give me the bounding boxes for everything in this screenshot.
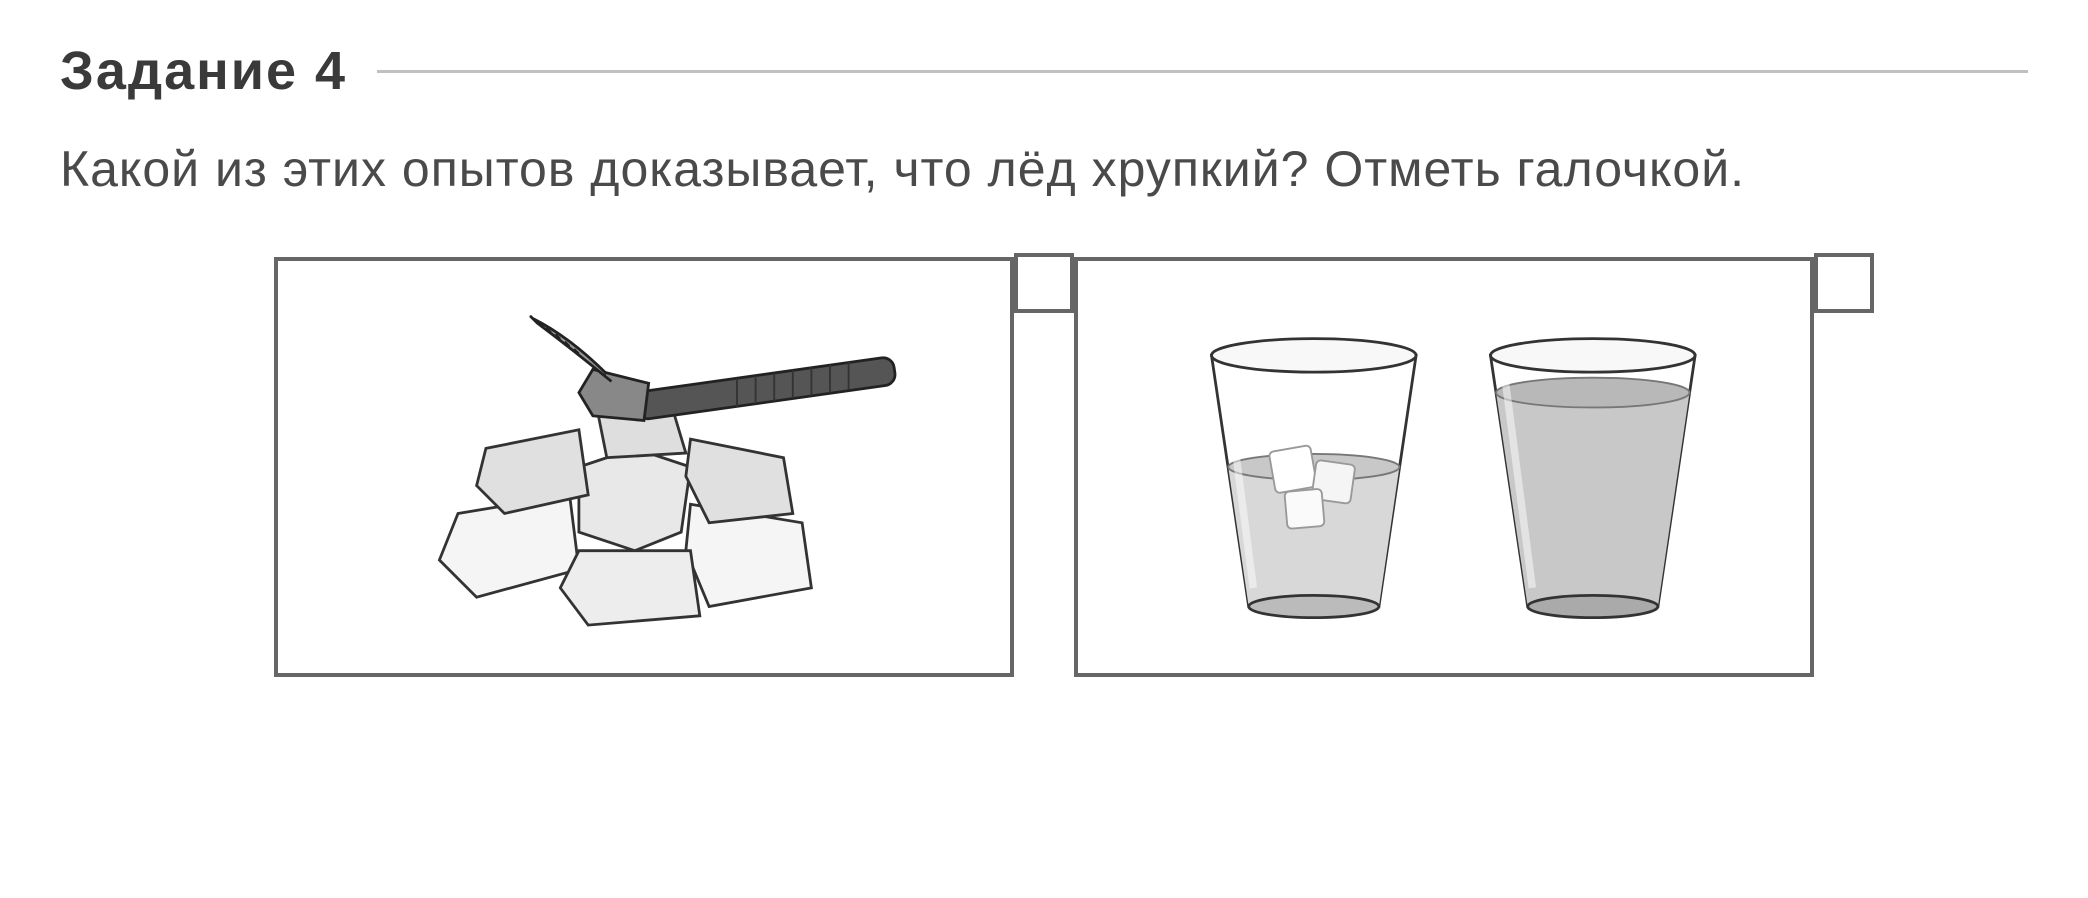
options-container [60,257,2028,677]
glasses-illustration [1098,281,1790,653]
task-title: Задание 4 [60,40,347,102]
option-box-2 [1074,257,1814,677]
checkbox-1[interactable] [1014,253,1074,313]
task-header: Задание 4 [60,40,2028,102]
ice-hammer-illustration [298,281,990,653]
title-divider [377,70,2028,73]
option-box-1 [274,257,1014,677]
option-ice-hammer [274,257,1014,677]
option-glasses [1074,257,1814,677]
question-text: Какой из этих опытов доказывает, что лёд… [60,132,2028,207]
checkbox-2[interactable] [1814,253,1874,313]
